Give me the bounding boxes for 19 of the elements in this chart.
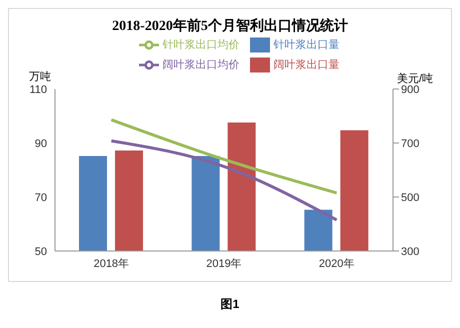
y2-tick-label: 900 — [401, 84, 420, 96]
chart-title: 2018-2020年前5个月智利出口情况统计 — [111, 17, 349, 35]
y-axis-title: 万吨 — [29, 70, 51, 84]
y-tick-label: 90 — [34, 138, 47, 150]
y-tick-label: 50 — [34, 246, 47, 258]
legend-label: 阔叶浆出口均价 — [162, 58, 240, 71]
y2-tick-label: 700 — [401, 138, 420, 150]
x-tick-label: 2020年 — [318, 258, 354, 270]
y-tick-label: 110 — [29, 84, 47, 96]
y2-tick-label: 300 — [401, 246, 420, 258]
caption: 图1 — [220, 296, 240, 313]
x-tick-label: 2019年 — [206, 258, 242, 270]
legend-label: 阔叶浆出口量 — [274, 58, 340, 71]
y2-tick-label: 500 — [401, 192, 420, 204]
legend-label: 针叶浆出口量 — [274, 38, 340, 51]
x-tick-label: 2018年 — [94, 258, 130, 270]
y-tick-label: 70 — [34, 192, 47, 204]
y2-axis-title: 美元/吨 — [396, 72, 433, 85]
legend-label: 针叶浆出口均价 — [162, 38, 240, 51]
